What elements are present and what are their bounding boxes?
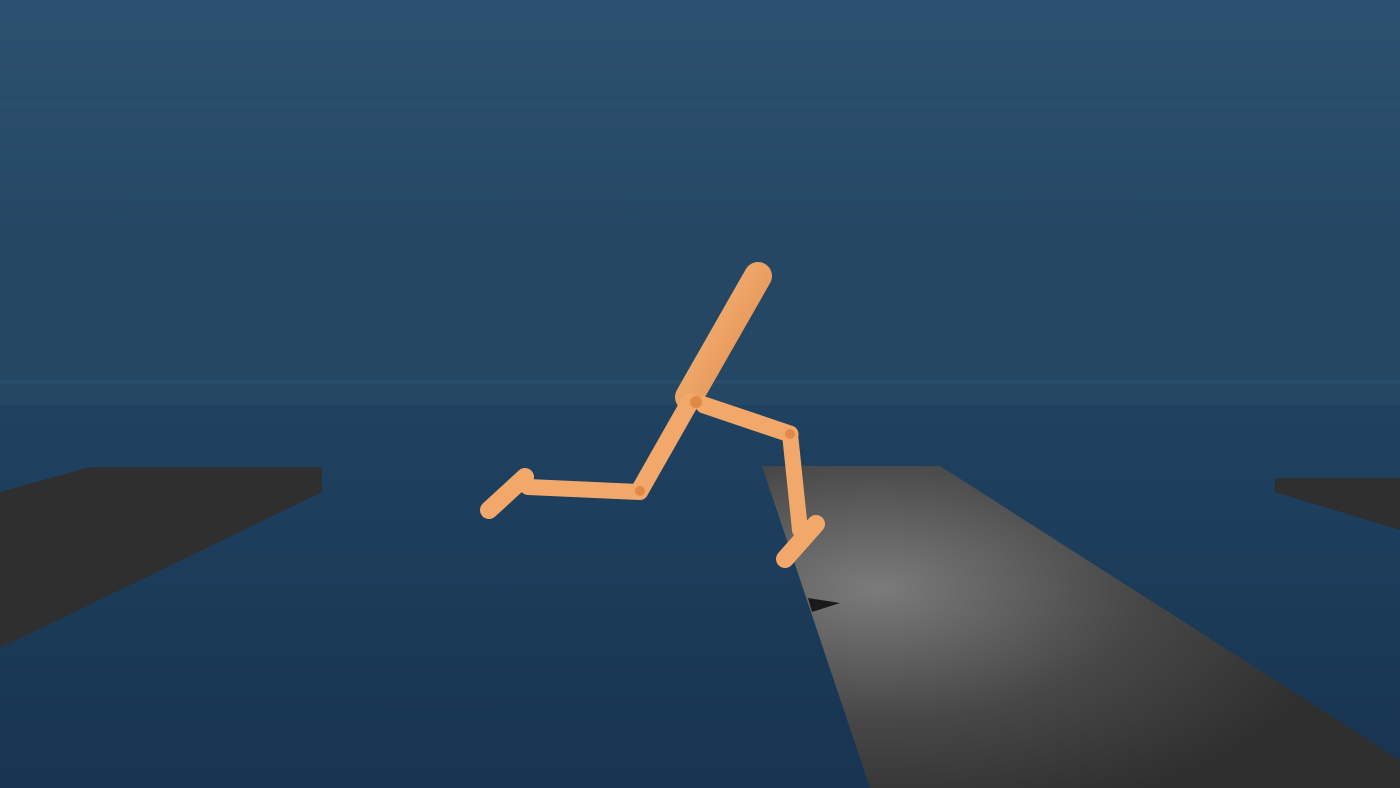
right-thigh bbox=[695, 396, 799, 443]
right-foot bbox=[776, 515, 825, 568]
left-thigh bbox=[631, 393, 699, 499]
center-platform bbox=[762, 466, 1400, 788]
torso bbox=[675, 262, 772, 411]
foot-shadow bbox=[808, 598, 840, 612]
left-foot bbox=[480, 468, 534, 519]
left-platform bbox=[0, 467, 322, 648]
right-shin bbox=[782, 426, 808, 538]
hip-joint bbox=[690, 396, 702, 408]
walker-agent bbox=[480, 262, 825, 568]
right-knee-joint bbox=[785, 429, 795, 439]
right-far-platform bbox=[1275, 478, 1400, 530]
left-shin bbox=[520, 479, 648, 500]
left-knee-joint bbox=[635, 486, 645, 496]
